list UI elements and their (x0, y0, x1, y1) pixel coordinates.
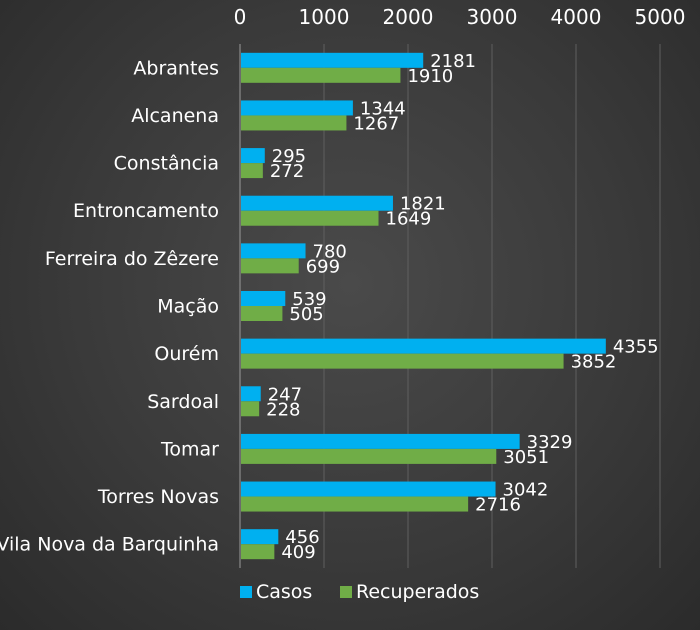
category-label: Sardoal (147, 391, 219, 413)
category-label: Vila Nova da Barquinha (0, 534, 219, 556)
category-labels: Abrantes Alcanena Constância Entroncamento F… (0, 57, 219, 555)
legend-swatch-casos (240, 586, 252, 598)
bar-recuperados (241, 448, 497, 464)
category-label: Abrantes (133, 57, 219, 79)
data-label-recuperados: 1649 (386, 209, 432, 230)
data-label-casos: 1821 (400, 194, 446, 215)
data-label-casos: 4355 (613, 337, 659, 358)
data-label-recuperados: 1267 (353, 113, 399, 134)
bar-recuperados (241, 67, 401, 83)
category-label: Ourém (154, 343, 219, 365)
data-label-recuperados: 699 (306, 256, 340, 277)
category-label: Torres Novas (97, 486, 219, 508)
data-label-recuperados: 409 (281, 542, 315, 563)
bar-casos (241, 100, 353, 116)
gridlines (323, 44, 661, 568)
bar-casos (241, 529, 279, 545)
bar-casos (241, 481, 496, 497)
data-label-recuperados: 3051 (503, 447, 549, 468)
x-tick-label: 2000 (383, 5, 434, 29)
data-label-recuperados: 272 (270, 161, 304, 182)
bar-recuperados (241, 353, 564, 369)
data-label-casos: 456 (285, 527, 319, 548)
data-label-recuperados: 3852 (571, 352, 617, 373)
category-label: Tomar (160, 438, 219, 460)
data-label-recuperados: 505 (289, 304, 323, 325)
legend-swatch-recuperados (340, 586, 352, 598)
data-label-casos: 780 (313, 241, 347, 262)
data-label-recuperados: 1910 (407, 66, 453, 87)
data-label-casos: 295 (272, 146, 306, 167)
x-tick-label: 1000 (299, 5, 350, 29)
category-label: Mação (157, 296, 219, 318)
bar-casos (241, 386, 261, 402)
bar-recuperados (241, 163, 263, 179)
data-label-casos: 1344 (360, 98, 406, 119)
bar-recuperados (241, 306, 283, 321)
data-label-casos: 539 (292, 289, 326, 310)
x-tick-label: 5000 (635, 5, 686, 29)
x-tick-label: 0 (234, 5, 247, 29)
category-label: Alcanena (131, 105, 219, 127)
category-label: Constância (114, 153, 219, 175)
legend: Casos Recuperados (240, 581, 479, 603)
bar-recuperados (241, 258, 299, 274)
bar-casos (241, 243, 306, 259)
category-label: Entroncamento (73, 200, 219, 222)
bar-casos (241, 148, 265, 164)
bar-casos (241, 433, 520, 449)
bar-recuperados (241, 496, 469, 512)
x-axis-ticks: 0 1000 2000 3000 4000 5000 (234, 5, 686, 29)
x-tick-label: 3000 (467, 5, 518, 29)
bar-casos (241, 291, 286, 306)
bar-recuperados (241, 115, 347, 131)
bar-casos (241, 52, 424, 68)
data-label-casos: 3042 (503, 480, 549, 501)
bar-casos (241, 338, 606, 354)
data-label-casos: 247 (268, 384, 302, 405)
data-label-recuperados: 228 (266, 399, 300, 420)
legend-label-recuperados: Recuperados (356, 581, 479, 603)
data-label-casos: 2181 (430, 51, 476, 72)
bar-casos (241, 195, 393, 211)
bar-recuperados (241, 401, 260, 417)
data-label-casos: 3329 (527, 432, 573, 453)
x-tick-label: 4000 (551, 5, 602, 29)
legend-label-casos: Casos (256, 581, 312, 603)
bar-recuperados (241, 544, 275, 560)
data-label-recuperados: 2716 (475, 495, 521, 516)
bar-recuperados (241, 210, 379, 226)
category-label: Ferreira do Zêzere (45, 248, 219, 270)
